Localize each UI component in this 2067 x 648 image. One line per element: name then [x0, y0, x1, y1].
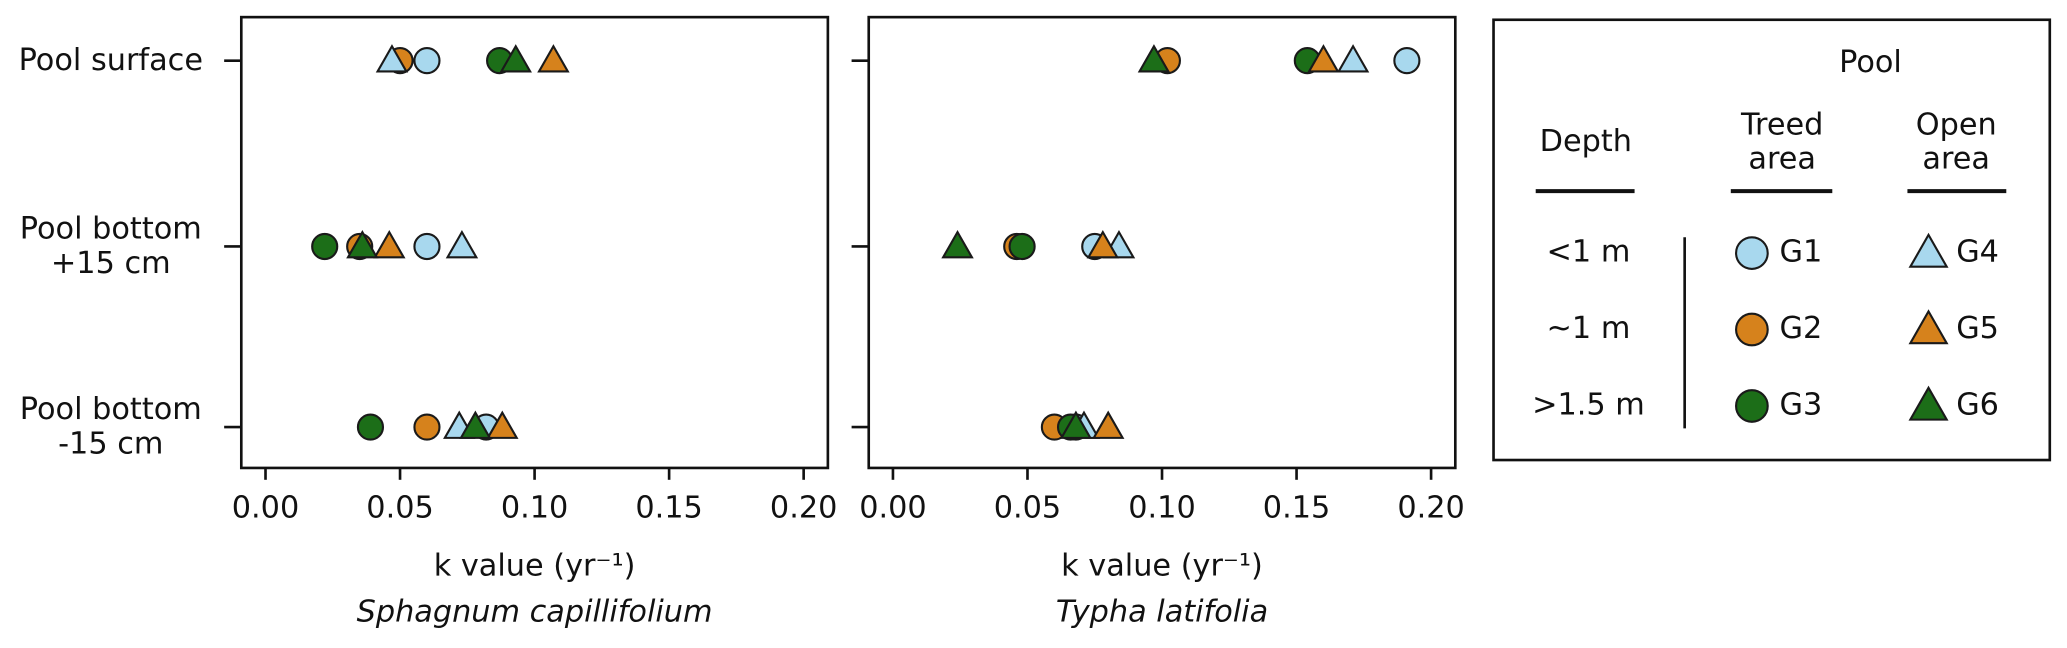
y-tick-label: Pool bottom +15 cm	[19, 212, 202, 281]
legend-label: G4	[1956, 235, 1999, 270]
x-axis-label: k value (yr⁻¹)	[1061, 548, 1263, 583]
x-tick-label: 0.15	[1263, 490, 1330, 525]
circle-marker	[413, 232, 441, 261]
legend-header-box: Open area	[1915, 108, 1997, 177]
y-tick-label: Pool surface	[18, 43, 204, 78]
circle-marker	[413, 47, 441, 75]
triangle-marker	[1908, 309, 1949, 345]
x-tick-label: 0.20	[770, 490, 837, 525]
legend-title: Pool	[1839, 45, 1902, 80]
x-tick-label: 0.10	[501, 490, 568, 525]
triangle-marker	[1086, 229, 1120, 259]
triangle-marker	[375, 44, 409, 73]
triangle-marker	[941, 229, 974, 259]
circle-marker	[311, 232, 339, 261]
legend-depth: <1 m	[1547, 235, 1631, 270]
triangle-marker	[1336, 44, 1370, 73]
triangle-marker	[486, 410, 519, 439]
legend-label: G6	[1956, 387, 1999, 422]
circle-marker	[1008, 232, 1036, 261]
legend-label: G5	[1956, 311, 1999, 346]
legend-label: G3	[1780, 387, 1823, 422]
legend-label: G2	[1780, 311, 1823, 346]
triangle-marker	[499, 44, 532, 73]
triangle-marker	[346, 229, 379, 259]
x-tick-label: 0.15	[635, 490, 702, 525]
x-tick-label: 0.05	[366, 490, 433, 525]
legend-label: G1	[1780, 235, 1823, 270]
triangle-marker	[445, 229, 479, 259]
legend-box	[1492, 18, 2052, 462]
y-tick-label-box: Pool bottom +15 cm	[19, 212, 202, 281]
legend-header-box: Treed area	[1740, 108, 1824, 177]
triangle-marker	[1307, 44, 1340, 73]
triangle-marker	[459, 410, 492, 439]
x-tick-label: 0.00	[232, 490, 299, 525]
triangle-marker	[1059, 410, 1093, 439]
circle-marker	[1735, 389, 1769, 423]
legend-header: Open area	[1915, 108, 1997, 177]
x-tick-label: 0.05	[994, 490, 1061, 525]
triangle-marker	[537, 44, 570, 73]
triangle-marker	[1137, 44, 1171, 73]
triangle-marker	[1908, 385, 1949, 421]
legend-header: Treed area	[1740, 108, 1824, 177]
circle-marker	[1735, 312, 1769, 347]
circle-marker	[356, 413, 385, 441]
y-tick-label: Pool bottom -15 cm	[19, 392, 202, 462]
y-tick-label-box: Pool bottom -15 cm	[19, 392, 202, 462]
x-tick-label: 0.10	[1128, 490, 1195, 525]
legend-depth: >1.5 m	[1532, 387, 1645, 422]
triangle-marker	[1091, 410, 1125, 439]
triangle-marker	[373, 229, 406, 259]
circle-marker	[413, 413, 441, 441]
circle-marker	[1393, 47, 1421, 75]
legend-header: Depth	[1540, 124, 1632, 159]
x-axis-label: k value (yr⁻¹)	[434, 548, 636, 583]
x-tick-label: 0.00	[859, 490, 926, 525]
x-tick-label: 0.20	[1397, 490, 1464, 525]
y-tick-label-box: Pool surface	[18, 43, 204, 78]
panel-subtitle: Typha latifolia	[1056, 594, 1268, 629]
legend-depth: ~1 m	[1547, 311, 1631, 346]
panel-subtitle: Sphagnum capillifolium	[357, 594, 713, 629]
triangle-marker	[1908, 232, 1949, 268]
circle-marker	[1735, 236, 1769, 270]
